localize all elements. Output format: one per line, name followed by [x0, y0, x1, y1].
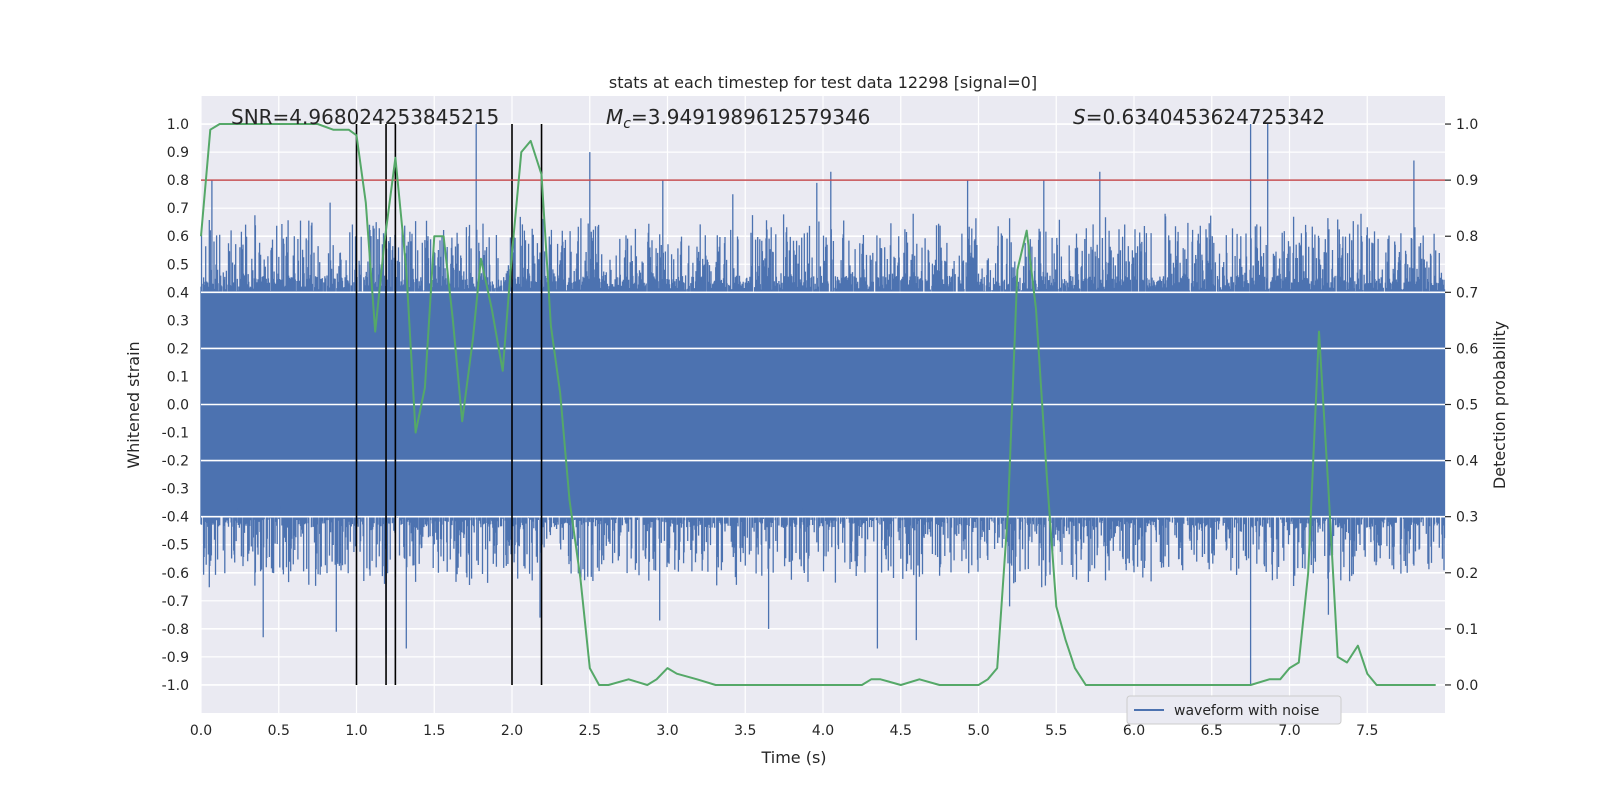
y-tick-label: -1.0: [162, 678, 189, 694]
y2-tick-label: 0.8: [1456, 229, 1478, 245]
x-tick-label: 5.0: [967, 723, 989, 739]
x-tick-label: 4.0: [812, 723, 834, 739]
y-ticks-right: 1.0 0.9 0.8 0.7 0.6 0.5 0.4 0.3 0.2 0.1 0.0: [1445, 117, 1478, 694]
y2-tick-label: 0.7: [1456, 285, 1478, 301]
x-tick-label: 0.0: [190, 723, 212, 739]
legend-label: waveform with noise: [1174, 703, 1319, 719]
y-tick-label: 0.1: [167, 369, 189, 385]
mc-symbol: M: [606, 105, 623, 129]
x-tick-label: 4.5: [890, 723, 912, 739]
waveform-series: [200, 124, 1446, 685]
x-ticks: 0.0 0.5 1.0 1.5 2.0 2.5 3.0 3.5 4.0 4.5 5.0 5.5 6.0 6…: [190, 723, 1379, 739]
x-tick-label: 1.0: [345, 723, 367, 739]
x-tick-label: 0.5: [268, 723, 290, 739]
y-tick-label: -0.2: [162, 454, 189, 470]
y-tick-label: -0.9: [162, 650, 189, 666]
detection-probability-series: [200, 123, 1436, 686]
x-tick-label: 6.5: [1201, 723, 1223, 739]
y2-tick-label: 0.0: [1456, 678, 1478, 694]
vertical-markers: [355, 124, 543, 685]
y2-tick-label: 0.4: [1456, 454, 1478, 470]
y2-tick-label: 0.5: [1456, 398, 1478, 414]
mc-value: =3.9491989612579346: [631, 105, 870, 129]
s-value: =0.6340453624725342: [1086, 105, 1325, 129]
s-annotation: S=0.6340453624725342: [1073, 105, 1325, 129]
x-tick-label: 1.5: [423, 723, 445, 739]
x-tick-label: 3.5: [734, 723, 756, 739]
legend: waveform with noise: [1126, 695, 1342, 725]
y2-tick-label: 0.9: [1456, 173, 1478, 189]
mc-annotation: Mc=3.9491989612579346: [606, 105, 870, 132]
y-axis-title-left: Whitened strain: [124, 341, 143, 468]
y2-tick-label: 0.1: [1456, 622, 1478, 638]
y-axis-title-right: Detection probability: [1490, 321, 1509, 489]
y-ticks-left: 1.0 0.9 0.8 0.7 0.6 0.5 0.4 0.3 0.2 0.1 0.0 -0.1 -0.…: [162, 117, 189, 694]
y-tick-label: -0.3: [162, 482, 189, 498]
chart-title: stats at each timestep for test data 122…: [609, 73, 1037, 92]
y-tick-label: 0.3: [167, 313, 189, 329]
y2-tick-label: 0.6: [1456, 341, 1478, 357]
y-tick-label: 0.6: [167, 229, 189, 245]
y-tick-label: -0.5: [162, 538, 189, 554]
y-tick-label: 0.7: [167, 201, 189, 217]
y2-tick-label: 1.0: [1456, 117, 1478, 133]
y-tick-label: 1.0: [167, 117, 189, 133]
x-tick-label: 3.0: [656, 723, 678, 739]
x-tick-label: 2.5: [579, 723, 601, 739]
y-tick-label: -0.1: [162, 426, 189, 442]
y-tick-label: 0.4: [167, 285, 189, 301]
y2-tick-label: 0.2: [1456, 566, 1478, 582]
y-tick-label: -0.7: [162, 594, 189, 610]
snr-annotation: SNR=4.968024253845215: [231, 105, 499, 129]
y-tick-label: 0.0: [167, 398, 189, 414]
probability-line: [200, 123, 1436, 686]
y-tick-label: -0.8: [162, 622, 189, 638]
x-tick-label: 6.0: [1123, 723, 1145, 739]
x-tick-label: 7.5: [1356, 723, 1378, 739]
x-axis-title: Time (s): [760, 748, 826, 767]
y-tick-label: -0.6: [162, 566, 189, 582]
y-tick-label: 0.9: [167, 145, 189, 161]
x-tick-label: 7.0: [1278, 723, 1300, 739]
x-tick-label: 2.0: [501, 723, 523, 739]
y2-tick-label: 0.3: [1456, 510, 1478, 526]
mc-subscript: c: [623, 116, 631, 132]
y-tick-label: -0.4: [162, 510, 189, 526]
y-tick-label: 0.5: [167, 257, 189, 273]
legend-box: [1126, 695, 1342, 725]
x-tick-label: 5.5: [1045, 723, 1067, 739]
s-symbol: S: [1073, 105, 1086, 129]
y-tick-label: 0.8: [167, 173, 189, 189]
y-tick-label: 0.2: [167, 341, 189, 357]
